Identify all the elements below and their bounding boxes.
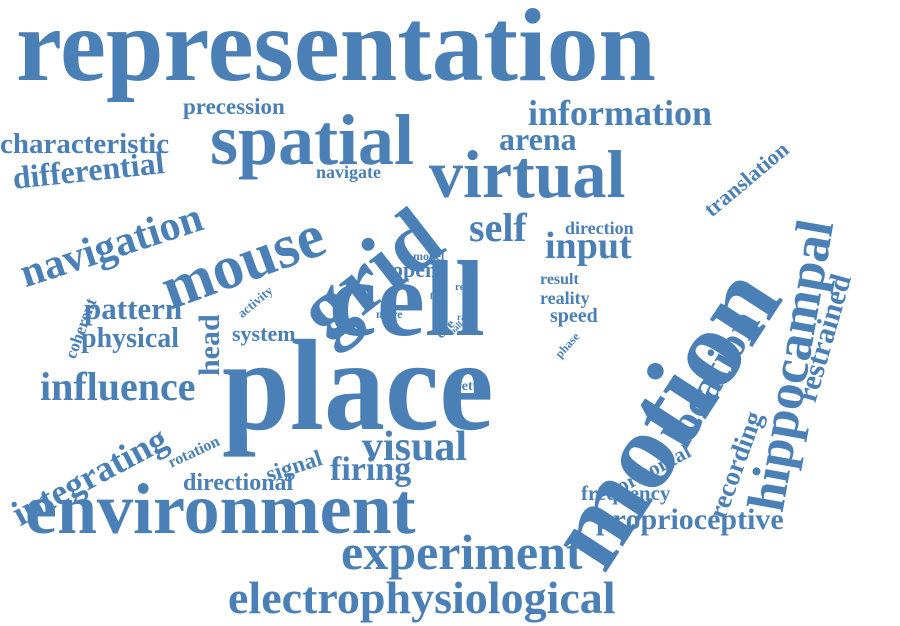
word-more: more	[376, 307, 403, 321]
word-proprioceptive: proprioceptive	[596, 503, 784, 536]
word-real: real	[455, 281, 474, 293]
word-pattern: pattern	[84, 291, 183, 326]
word-result: result	[540, 271, 579, 288]
word-phase: phase	[552, 329, 583, 361]
word-characteristic: characteristic	[0, 128, 170, 160]
word-representation: representation	[16, 0, 656, 103]
word-model: model	[413, 249, 445, 263]
word-visual: visual	[362, 424, 468, 470]
word-fire: fire	[430, 291, 444, 301]
word-translation: translation	[698, 136, 794, 222]
word-rotation: rotation	[165, 432, 223, 472]
word-open: open	[392, 257, 438, 282]
word-physical: physical	[81, 323, 180, 354]
word-electrophysiological: electrophysiological	[228, 572, 616, 623]
word-navigate: navigate	[316, 162, 381, 182]
word-input: input	[545, 225, 632, 267]
word-spatial: spatial	[210, 100, 415, 180]
word-direction: direction	[565, 218, 634, 238]
word-arena: arena	[499, 121, 577, 157]
word-self: self	[469, 205, 527, 250]
word-speed: speed	[550, 305, 598, 327]
word-frequency: frequency	[581, 481, 671, 505]
word-better: better	[454, 379, 490, 394]
word-cell: cell	[329, 240, 485, 359]
word-rate: rate	[457, 312, 473, 322]
word-environment: environment	[25, 469, 416, 549]
word-experiment: experiment	[341, 524, 583, 580]
word-reality: reality	[540, 288, 590, 308]
word-system: system	[232, 321, 296, 346]
word-place: place	[222, 314, 494, 458]
word-information: information	[528, 93, 712, 133]
word-head: head	[193, 314, 226, 376]
word-directional: directional	[183, 470, 294, 496]
word-virtual: virtual	[429, 136, 626, 212]
word-firing: firing	[330, 451, 412, 488]
word-precession: precession	[183, 94, 285, 119]
word-influence: influence	[40, 364, 196, 409]
